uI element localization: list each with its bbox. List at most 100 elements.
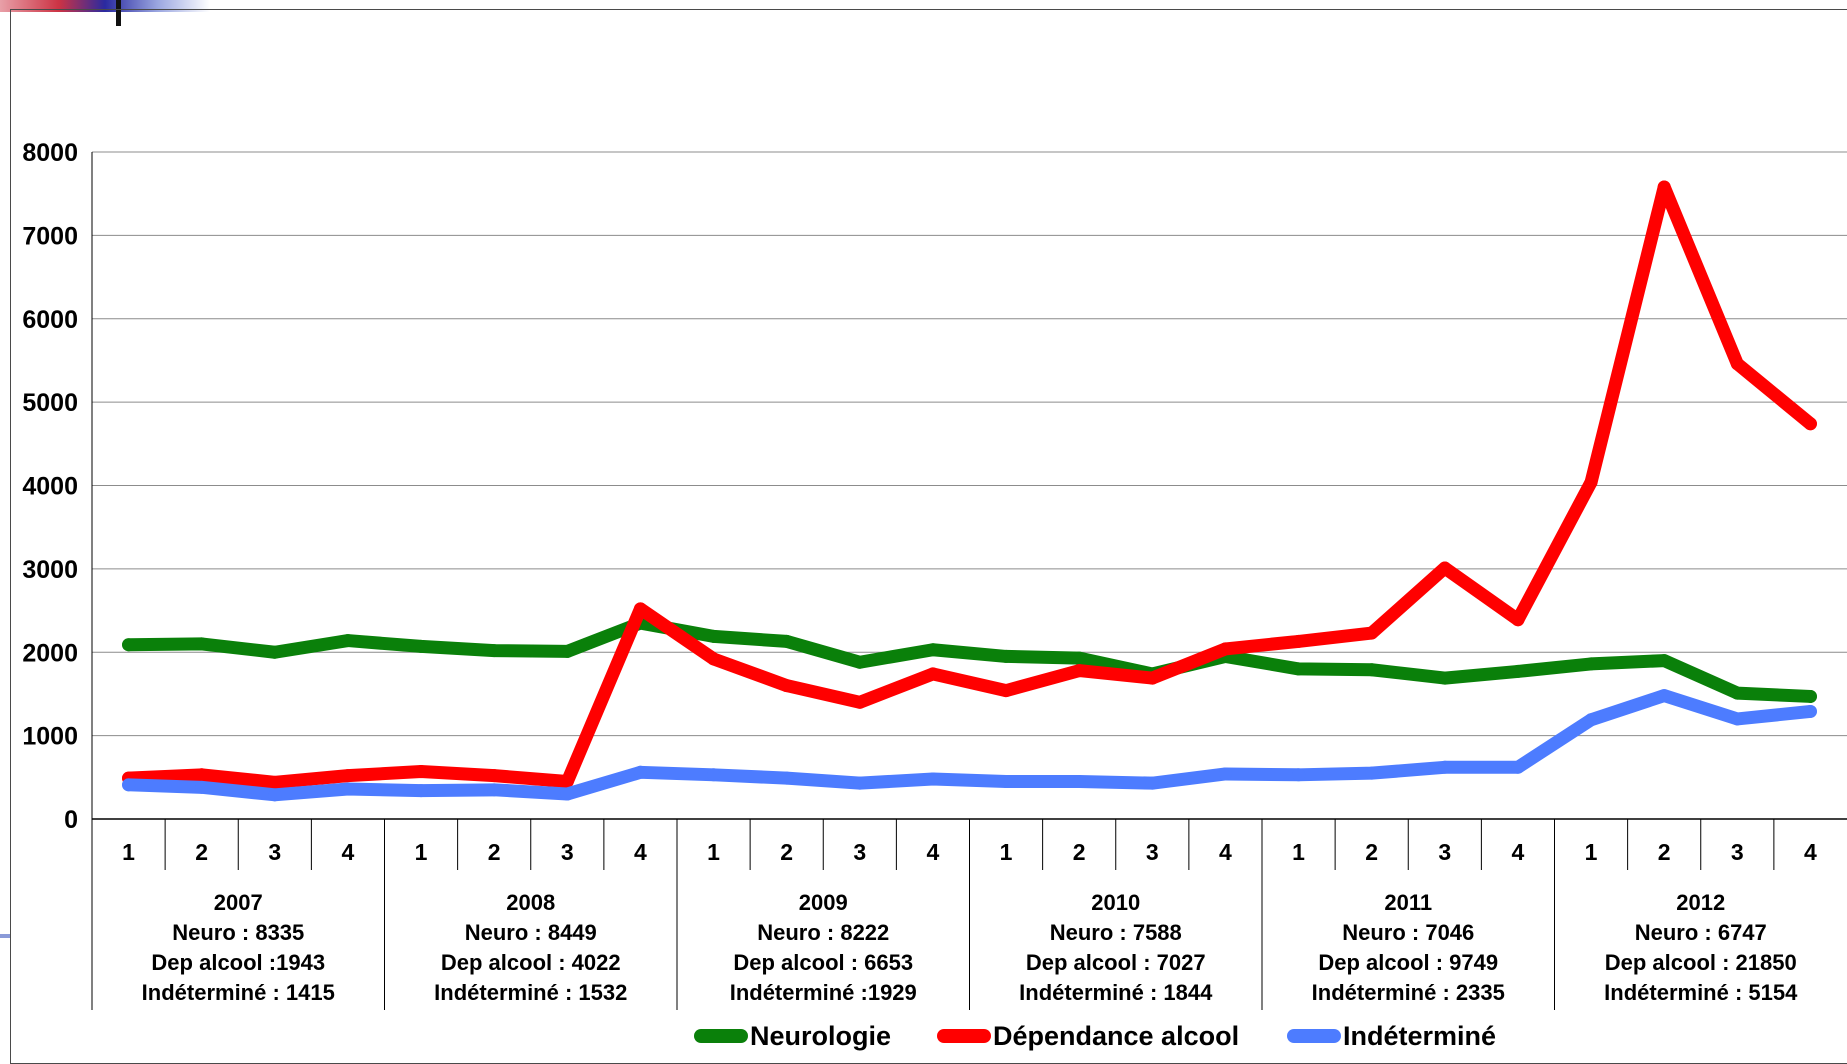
- x-tick-label: 4: [634, 839, 647, 865]
- data-point-dependance-alcool: [1365, 626, 1379, 640]
- x-group-label: Indéterminé :1929: [730, 980, 917, 1005]
- data-point-dependance-alcool: [1584, 475, 1598, 489]
- x-tick-label: 2: [780, 839, 793, 865]
- y-tick-label: 5000: [22, 389, 78, 417]
- y-tick-label: 3000: [22, 556, 78, 584]
- legend-item-indetermine: Indéterminé: [1287, 1016, 1496, 1056]
- legend: Neurologie Dépendance alcool Indéterminé: [0, 1016, 1847, 1056]
- x-group-label: Indéterminé : 1415: [142, 980, 335, 1005]
- legend-item-dependance-alcool: Dépendance alcool: [937, 1016, 1239, 1056]
- data-point-dependance-alcool: [341, 769, 355, 783]
- x-group-label: 2009: [799, 890, 848, 915]
- data-point-neurologie: [1072, 651, 1086, 665]
- x-tick-label: 3: [1146, 839, 1159, 865]
- y-tick-label: 1000: [22, 723, 78, 751]
- data-point-indetermine: [1145, 776, 1159, 790]
- data-point-dependance-alcool: [487, 769, 501, 783]
- x-group-label: Neuro : 8222: [757, 920, 889, 945]
- data-point-neurologie: [1365, 663, 1379, 677]
- y-tick-label: 7000: [22, 222, 78, 250]
- series-lines: [122, 180, 1817, 802]
- x-group-label: Indéterminé : 1844: [1019, 980, 1213, 1005]
- data-point-dependance-alcool: [1511, 613, 1525, 627]
- data-point-neurologie: [122, 638, 136, 652]
- data-point-indetermine: [1218, 767, 1232, 781]
- data-point-indetermine: [122, 778, 136, 792]
- x-tick-label: 1: [707, 839, 720, 865]
- y-tick-label: 0: [64, 806, 78, 834]
- x-tick-label: 2: [1658, 839, 1671, 865]
- data-point-dependance-alcool: [1292, 634, 1306, 648]
- legend-swatch-indetermine: [1287, 1029, 1341, 1043]
- data-point-dependance-alcool: [1730, 357, 1744, 371]
- data-point-indetermine: [853, 776, 867, 790]
- x-tick-label: 4: [1804, 839, 1817, 865]
- x-tick-label: 3: [561, 839, 574, 865]
- data-point-neurologie: [1292, 662, 1306, 676]
- data-point-neurologie: [195, 637, 209, 651]
- x-tick-label: 2: [195, 839, 208, 865]
- y-axis-tick-labels: 0 1000 2000 3000 4000 5000 6000 7000 8000: [22, 139, 78, 834]
- data-point-indetermine: [999, 774, 1013, 788]
- x-group-label: Indéterminé : 2335: [1312, 980, 1505, 1005]
- x-tick-label: 4: [1512, 839, 1525, 865]
- data-point-indetermine: [1730, 712, 1744, 726]
- data-point-neurologie: [780, 634, 794, 648]
- x-axis-tick-labels: 1 2 3 4 1 2 3 4 1 2 3 4 1 2 3 4 1 2 3 4 1 2 3 4: [122, 839, 1817, 865]
- data-point-neurologie: [707, 629, 721, 643]
- x-group-label: 2012: [1676, 890, 1725, 915]
- x-group-label: Dep alcool : 4022: [441, 950, 621, 975]
- x-group-label: Dep alcool : 21850: [1605, 950, 1797, 975]
- legend-item-neurologie: Neurologie: [694, 1016, 891, 1056]
- x-group-label: 2007: [214, 890, 263, 915]
- data-point-indetermine: [1072, 774, 1086, 788]
- x-tick-label: 3: [853, 839, 866, 865]
- data-point-dependance-alcool: [707, 652, 721, 666]
- x-tick-label: 4: [342, 839, 355, 865]
- data-point-dependance-alcool: [633, 602, 647, 616]
- data-point-dependance-alcool: [780, 679, 794, 693]
- legend-swatch-dependance-alcool: [937, 1029, 991, 1043]
- data-point-dependance-alcool: [560, 774, 574, 788]
- data-point-neurologie: [1438, 671, 1452, 685]
- x-tick-label: 2: [1073, 839, 1086, 865]
- x-tick-label: 1: [415, 839, 428, 865]
- x-tick-label: 3: [1731, 839, 1744, 865]
- data-point-dependance-alcool: [1438, 561, 1452, 575]
- data-point-indetermine: [1511, 760, 1525, 774]
- data-point-dependance-alcool: [195, 768, 209, 782]
- x-tick-label: 4: [1219, 839, 1232, 865]
- data-point-neurologie: [414, 639, 428, 653]
- data-point-neurologie: [1730, 686, 1744, 700]
- x-group-label: 2008: [506, 890, 555, 915]
- data-point-dependance-alcool: [853, 695, 867, 709]
- slide-corner-mark: [116, 0, 121, 26]
- x-group-label: Dep alcool : 9749: [1318, 950, 1498, 975]
- data-point-dependance-alcool: [1145, 671, 1159, 685]
- data-point-indetermine: [487, 783, 501, 797]
- x-tick-label: 3: [1438, 839, 1451, 865]
- x-tick-label: 3: [268, 839, 281, 865]
- legend-label-indetermine: Indéterminé: [1343, 1020, 1497, 1051]
- data-point-indetermine: [195, 780, 209, 794]
- x-group-label: Dep alcool :1943: [151, 950, 325, 975]
- data-point-neurologie: [1803, 689, 1817, 703]
- series-line-neurologie: [122, 616, 1817, 703]
- data-point-neurologie: [1584, 657, 1598, 671]
- x-axis-group-labels: 2007 Neuro : 8335 Dep alcool :1943 Indéterm…: [142, 890, 1798, 1005]
- x-group-label: Neuro : 7046: [1342, 920, 1474, 945]
- data-point-neurologie: [560, 644, 574, 658]
- y-tick-label: 4000: [22, 473, 78, 501]
- data-point-indetermine: [780, 771, 794, 785]
- data-point-indetermine: [560, 787, 574, 801]
- x-group-label: 2011: [1384, 890, 1432, 915]
- x-group-label: Dep alcool : 7027: [1026, 950, 1206, 975]
- x-group-label: Dep alcool : 6653: [733, 950, 913, 975]
- data-point-indetermine: [414, 784, 428, 798]
- slide-side-decoration: [0, 934, 10, 938]
- data-point-neurologie: [268, 645, 282, 659]
- y-tick-label: 8000: [22, 139, 78, 167]
- data-point-dependance-alcool: [1657, 180, 1671, 194]
- x-tick-label: 1: [1000, 839, 1013, 865]
